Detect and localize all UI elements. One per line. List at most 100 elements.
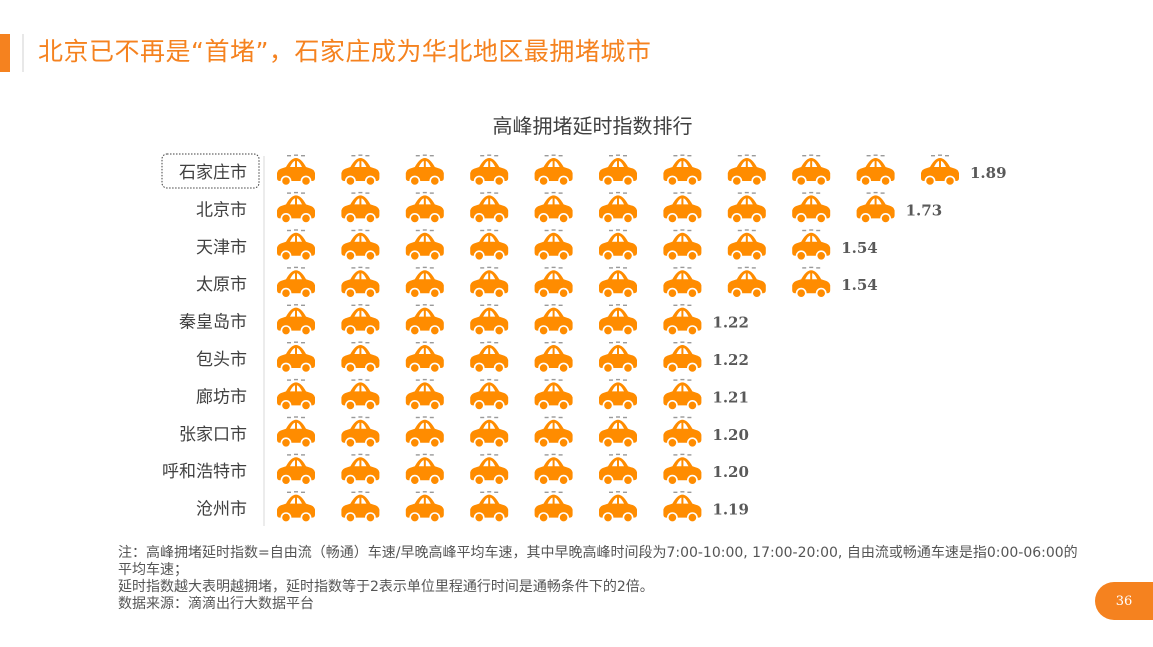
car-icon xyxy=(340,191,381,224)
car-icon xyxy=(404,378,445,411)
car-icon xyxy=(662,265,703,299)
car-icon xyxy=(662,228,703,262)
car-icon xyxy=(533,340,574,374)
car-icon xyxy=(340,378,381,411)
car-icon xyxy=(340,340,381,374)
category-label: 北京市 xyxy=(196,200,247,220)
value-label: 1.89 xyxy=(970,164,1007,182)
car-icon xyxy=(598,228,638,262)
value-label: 1.20 xyxy=(712,463,749,481)
car-icon xyxy=(598,415,638,449)
car-icon xyxy=(598,340,638,374)
value-label: 1.21 xyxy=(712,388,749,406)
car-icon xyxy=(404,228,445,262)
car-icon xyxy=(533,452,574,486)
car-icon xyxy=(598,153,638,187)
car-icon xyxy=(276,415,316,449)
value-label: 1.73 xyxy=(906,201,943,219)
car-icon xyxy=(276,153,316,187)
car-icon xyxy=(791,228,832,262)
car-icon xyxy=(276,490,316,524)
car-icon xyxy=(340,452,381,486)
car-icon xyxy=(533,191,574,224)
car-icon xyxy=(340,490,381,524)
value-label: 1.22 xyxy=(712,314,749,332)
car-icon xyxy=(469,191,510,224)
car-icon xyxy=(404,303,445,337)
title-divider xyxy=(22,34,24,72)
car-icon xyxy=(533,378,574,411)
car-icon xyxy=(726,228,767,262)
car-icon xyxy=(276,452,316,486)
footnote-explanation: 延时指数越大表明越拥堵，延时指数等于2表示单位里程通行时间是通畅条件下的2倍。 xyxy=(118,579,654,595)
category-label: 天津市 xyxy=(196,238,247,258)
category-label: 秦皇岛市 xyxy=(179,313,247,333)
car-icon xyxy=(469,340,510,374)
car-icon xyxy=(469,415,510,449)
car-icon xyxy=(276,265,316,299)
car-icon xyxy=(276,303,316,337)
car-icon xyxy=(662,153,703,187)
car-icon xyxy=(276,191,316,224)
car-icon xyxy=(404,415,445,449)
value-label: 1.54 xyxy=(841,276,878,294)
category-label: 石家庄市 xyxy=(179,163,247,183)
car-icon xyxy=(404,340,445,374)
footnote: 注：高峰拥堵延时指数=自由流（畅通）车速/早晚高峰平均车速，其中早晚高峰时间段为… xyxy=(118,545,1078,613)
category-label: 呼和浩特市 xyxy=(162,462,247,482)
car-icon xyxy=(533,265,574,299)
car-icon xyxy=(340,265,381,299)
car-icon xyxy=(726,265,767,299)
car-icon xyxy=(276,378,316,411)
category-label: 太原市 xyxy=(196,275,247,295)
car-icon xyxy=(791,153,832,187)
car-icon xyxy=(469,378,510,411)
car-icon xyxy=(340,303,381,337)
car-icon xyxy=(662,340,703,374)
car-icon xyxy=(469,153,510,187)
car-icon xyxy=(533,303,574,337)
car-icon xyxy=(340,415,381,449)
car-icon xyxy=(404,490,445,524)
car-icon xyxy=(598,452,638,486)
car-icon xyxy=(469,303,510,337)
slide-title: 北京已不再是“首堵”，石家庄成为华北地区最拥堵城市 xyxy=(38,37,652,66)
footnote-source: 数据来源：滴滴出行大数据平台 xyxy=(118,596,314,612)
car-icon xyxy=(920,153,960,187)
car-icon xyxy=(662,415,703,449)
car-icon xyxy=(855,191,896,224)
car-icon xyxy=(404,191,445,224)
car-icon xyxy=(469,452,510,486)
car-icon xyxy=(469,228,510,262)
category-label: 廊坊市 xyxy=(196,387,247,407)
car-icon xyxy=(726,153,767,187)
car-icon xyxy=(855,153,896,187)
car-icon xyxy=(404,265,445,299)
car-icon xyxy=(662,378,703,411)
page-number: 36 xyxy=(1095,582,1153,620)
chart-title: 高峰拥堵延时指数排行 xyxy=(492,114,693,138)
value-label: 1.22 xyxy=(712,351,749,369)
car-icon xyxy=(469,490,510,524)
value-label: 1.20 xyxy=(712,426,749,444)
car-icon xyxy=(533,415,574,449)
car-icon xyxy=(726,191,767,224)
category-label: 张家口市 xyxy=(179,425,247,445)
car-icon xyxy=(662,452,703,486)
car-icon xyxy=(340,153,381,187)
car-icon xyxy=(533,153,574,187)
car-icon xyxy=(598,490,638,524)
car-icon xyxy=(598,378,638,411)
car-icon xyxy=(598,191,638,224)
car-icon xyxy=(404,153,445,187)
category-label: 包头市 xyxy=(196,350,247,370)
car-icon xyxy=(662,490,703,524)
car-icon xyxy=(340,228,381,262)
car-icon xyxy=(598,265,638,299)
highlight-box xyxy=(161,153,260,189)
car-icon xyxy=(404,452,445,486)
value-label: 1.19 xyxy=(712,501,749,519)
footnote-definition: 注：高峰拥堵延时指数=自由流（畅通）车速/早晚高峰平均车速，其中早晚高峰时间段为… xyxy=(118,545,1078,578)
car-icon xyxy=(662,191,703,224)
